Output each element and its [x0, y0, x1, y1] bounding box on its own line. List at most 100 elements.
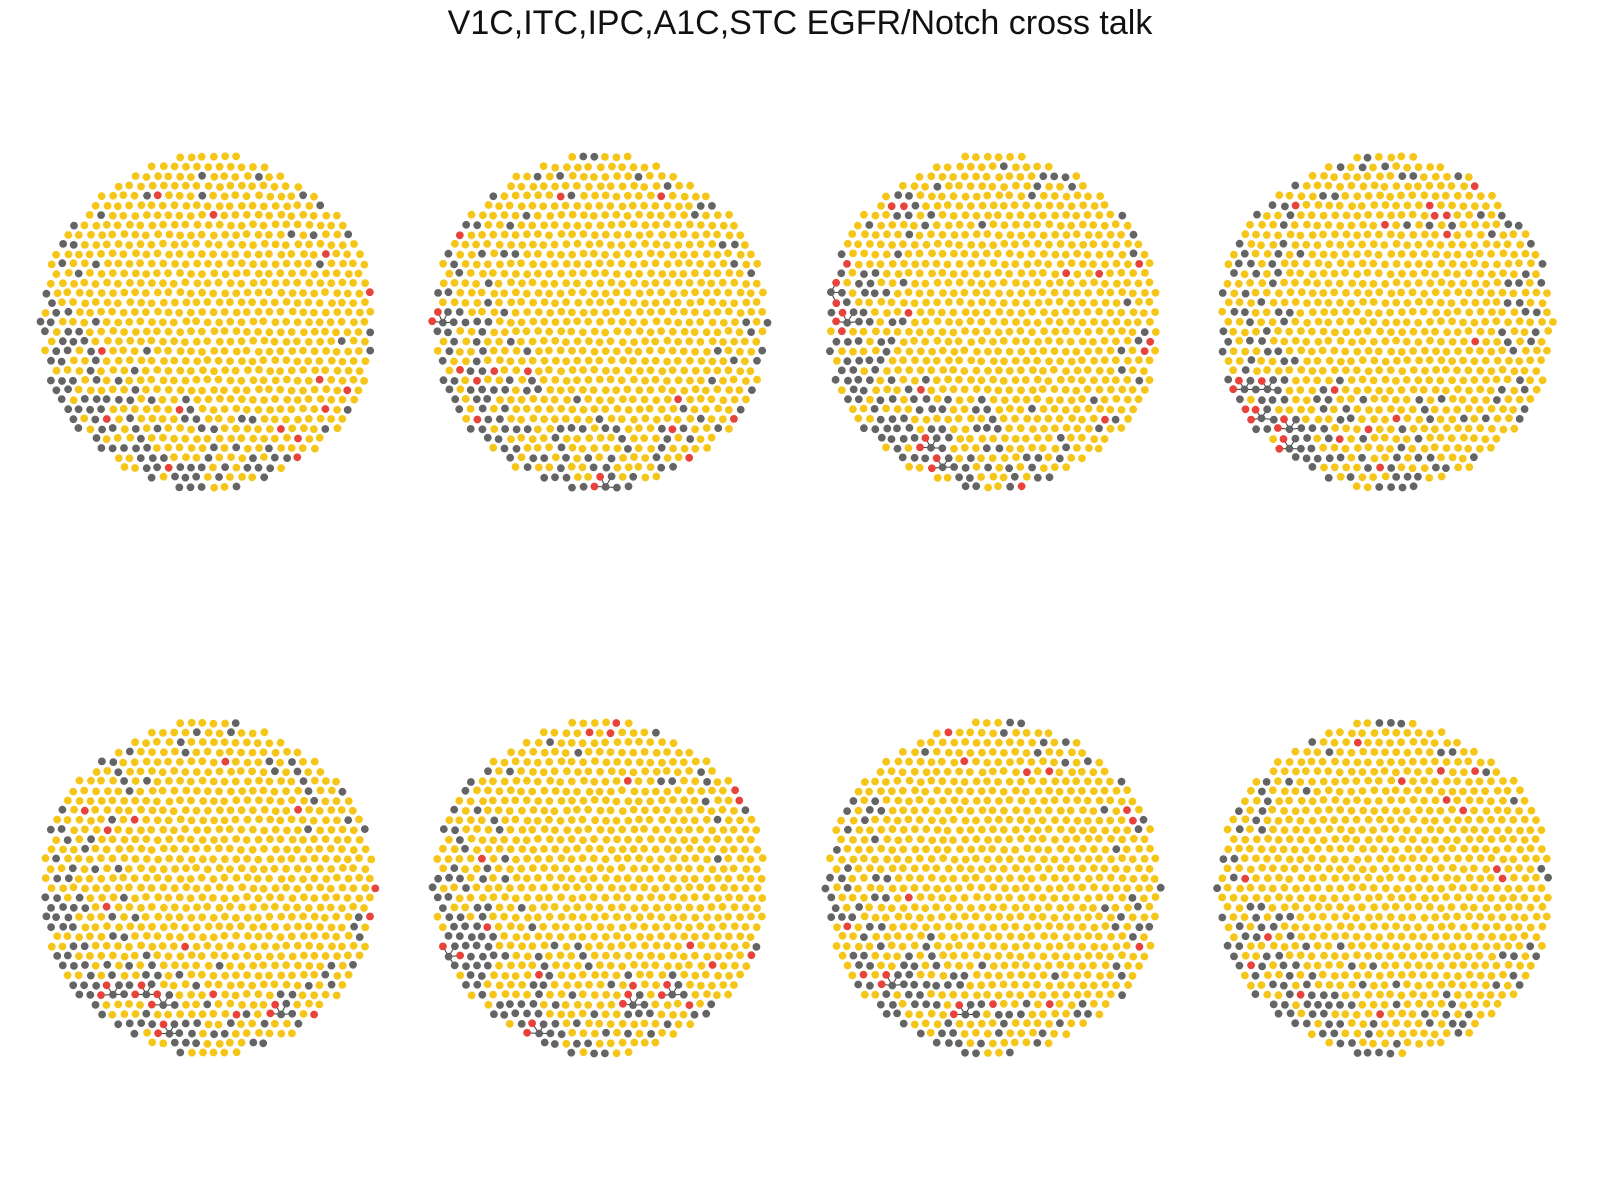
- yellow-node: [1100, 356, 1109, 365]
- yellow-node: [1505, 414, 1513, 423]
- yellow-node: [136, 961, 145, 970]
- yellow-node: [933, 239, 942, 248]
- yellow-node: [187, 270, 196, 278]
- yellow-node: [1017, 269, 1026, 278]
- yellow-node: [534, 308, 543, 316]
- yellow-node: [70, 805, 78, 814]
- yellow-node: [176, 153, 185, 162]
- yellow-node: [237, 922, 245, 931]
- gray-node: [192, 472, 201, 481]
- yellow-node: [310, 951, 319, 960]
- yellow-node: [960, 249, 969, 258]
- yellow-node: [971, 308, 980, 317]
- yellow-node: [204, 182, 213, 190]
- yellow-node: [461, 807, 470, 815]
- yellow-node: [641, 941, 649, 950]
- yellow-node: [1269, 241, 1278, 249]
- yellow-node: [175, 991, 184, 1000]
- yellow-node: [209, 308, 218, 317]
- gray-node: [63, 346, 72, 355]
- yellow-node: [630, 434, 638, 443]
- gray-node: [921, 454, 930, 463]
- yellow-node: [518, 357, 526, 365]
- yellow-node: [1408, 288, 1417, 297]
- yellow-node: [685, 337, 694, 346]
- yellow-node: [1353, 425, 1361, 434]
- yellow-node: [989, 357, 998, 365]
- yellow-node: [102, 845, 111, 854]
- yellow-node: [294, 826, 302, 835]
- yellow-node: [607, 826, 615, 835]
- yellow-node: [142, 815, 151, 824]
- yellow-node: [882, 269, 891, 278]
- yellow-node: [1402, 395, 1411, 404]
- yellow-node: [169, 942, 178, 951]
- red-node: [685, 453, 694, 462]
- yellow-node: [242, 269, 251, 277]
- yellow-node: [271, 825, 280, 834]
- yellow-node: [1347, 221, 1356, 230]
- yellow-node: [1392, 278, 1401, 287]
- yellow-node: [630, 415, 638, 424]
- yellow-node: [209, 152, 218, 161]
- yellow-node: [528, 435, 537, 444]
- yellow-node: [724, 327, 733, 335]
- yellow-node: [97, 854, 105, 863]
- yellow-node: [175, 308, 184, 317]
- yellow-node: [1090, 299, 1098, 307]
- yellow-node: [1106, 367, 1115, 375]
- yellow-node: [686, 980, 694, 989]
- yellow-node: [837, 386, 846, 394]
- gray-node: [64, 385, 72, 394]
- yellow-node: [1380, 182, 1389, 191]
- gray-node: [74, 405, 83, 414]
- yellow-node: [169, 318, 178, 327]
- yellow-node: [736, 874, 745, 882]
- yellow-node: [624, 738, 633, 746]
- gray-node: [143, 443, 152, 452]
- yellow-node: [500, 366, 509, 374]
- yellow-node: [270, 298, 279, 307]
- yellow-node: [309, 251, 318, 259]
- yellow-node: [215, 729, 224, 738]
- yellow-node: [137, 883, 145, 892]
- yellow-node: [1005, 270, 1013, 278]
- yellow-node: [1459, 356, 1467, 365]
- yellow-node: [148, 865, 157, 874]
- yellow-node: [708, 981, 716, 990]
- yellow-node: [933, 298, 941, 307]
- gray-node: [556, 172, 564, 180]
- yellow-node: [164, 367, 173, 375]
- yellow-node: [226, 395, 235, 403]
- yellow-node: [287, 405, 296, 414]
- yellow-node: [634, 797, 643, 806]
- yellow-node: [221, 1010, 230, 1018]
- yellow-node: [147, 884, 156, 892]
- yellow-node: [220, 483, 229, 491]
- yellow-node: [1234, 279, 1243, 288]
- yellow-node: [640, 748, 649, 756]
- gray-node: [343, 406, 352, 414]
- yellow-node: [623, 854, 632, 863]
- yellow-node: [1324, 318, 1333, 327]
- yellow-node: [545, 443, 553, 452]
- yellow-node: [590, 739, 599, 748]
- yellow-node: [922, 298, 930, 307]
- gray-node: [175, 970, 184, 979]
- yellow-node: [321, 288, 329, 296]
- yellow-node: [153, 405, 161, 413]
- yellow-node: [1006, 153, 1014, 161]
- yellow-node: [691, 366, 700, 375]
- yellow-node: [697, 278, 706, 287]
- gray-node: [108, 971, 116, 979]
- yellow-node: [221, 230, 230, 239]
- yellow-node: [203, 318, 212, 327]
- red-node: [277, 425, 285, 433]
- yellow-node: [535, 347, 543, 356]
- yellow-node: [1381, 318, 1390, 327]
- yellow-node: [1437, 356, 1446, 365]
- yellow-node: [260, 865, 268, 874]
- yellow-node: [539, 434, 548, 442]
- yellow-node: [1487, 367, 1496, 375]
- yellow-node: [1370, 201, 1379, 209]
